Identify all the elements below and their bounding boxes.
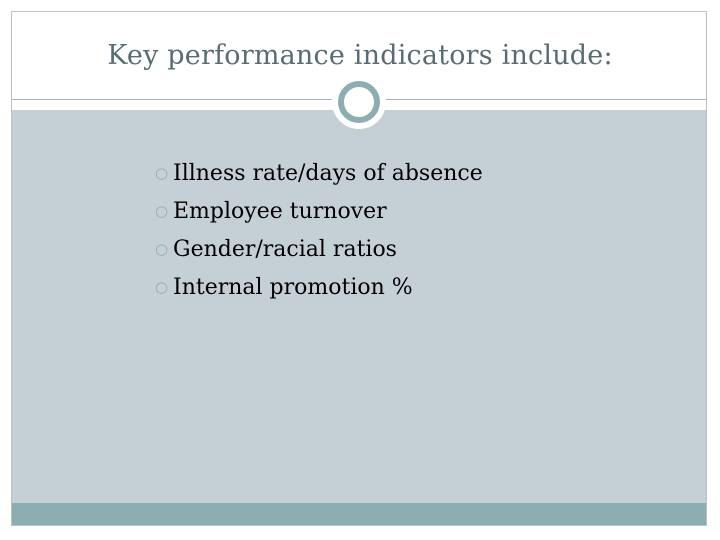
slide-title: Key performance indicators include: (107, 40, 613, 71)
ring-bullet-icon: ○ (155, 202, 169, 220)
bullet-text: Employee turnover (173, 199, 387, 224)
list-item: ○ Gender/racial ratios (155, 237, 483, 275)
ring-bullet-icon: ○ (155, 240, 169, 258)
list-item: ○ Employee turnover (155, 199, 483, 237)
ring-bullet-icon: ○ (155, 164, 169, 182)
bullet-text: Gender/racial ratios (173, 237, 397, 262)
list-item: ○ Illness rate/days of absence (155, 161, 483, 199)
ring-bullet-icon: ○ (155, 278, 169, 296)
bullet-text: Internal promotion % (173, 275, 413, 300)
content-panel (12, 110, 706, 503)
footer-bar (12, 503, 706, 525)
list-item: ○ Internal promotion % (155, 275, 483, 313)
bullet-text: Illness rate/days of absence (173, 161, 483, 186)
bullet-list: ○ Illness rate/days of absence ○ Employe… (155, 161, 483, 313)
circle-ornament-icon (338, 81, 380, 123)
